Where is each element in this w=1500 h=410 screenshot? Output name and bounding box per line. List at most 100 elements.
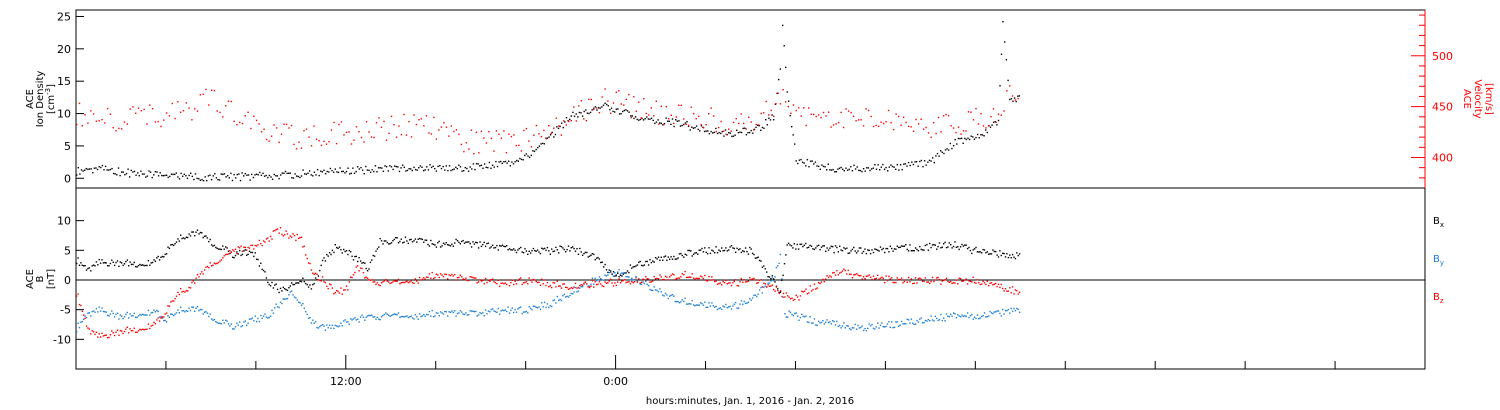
velocity-point [895,113,897,115]
by-point [569,294,571,297]
ion-density-point [377,167,380,169]
bx-point [593,253,595,256]
velocity-point [578,105,580,107]
ion-density-point [390,166,393,168]
by-point [541,302,543,304]
bx-point [503,245,505,248]
bx-point [893,248,896,250]
velocity-point [660,105,662,107]
velocity-point [1011,95,1014,97]
bz-point [403,281,405,284]
by-point [379,319,381,321]
bx-point [552,250,554,253]
by-point [706,306,709,309]
bx-point [1000,254,1002,257]
bx-point [917,250,920,252]
bz-point [565,286,567,288]
bz-point [271,238,273,240]
bx-point [570,247,572,249]
bz-point [869,276,872,278]
bx-point [386,241,388,244]
by-point [632,279,634,281]
bz-point [864,278,866,280]
bx-point [420,238,422,240]
bx-point [1007,256,1010,259]
by-point [531,308,533,311]
ion-density-point [695,125,698,127]
ion-density-point [198,178,200,180]
by-point [91,310,93,313]
bz-point [91,330,93,332]
ion-density-point [782,24,784,27]
bx-point [945,246,948,249]
velocity-point [205,88,207,91]
bx-point [258,265,261,267]
by-point [885,325,887,328]
bx-point [424,239,426,241]
ion-density-point [305,173,308,175]
bz-point [1011,286,1014,288]
bx-point [427,243,429,246]
bz-point [328,283,331,285]
ion-density-point [874,164,876,166]
bx-point [289,285,291,287]
by-point [161,317,164,319]
by-point [964,315,966,317]
ion-density-point [737,132,740,134]
velocity-point [822,111,825,114]
by-point [434,315,436,317]
by-point [491,308,494,310]
bx-point [733,247,735,250]
ion-density-point [215,177,218,179]
velocity-point [244,115,246,117]
by-point [583,283,585,285]
bz-point [721,284,723,286]
by-point [95,307,98,310]
velocity-point [470,129,473,131]
velocity-point [106,107,109,110]
bz-point [926,281,928,283]
bz-point [337,290,339,293]
ion-density-point [975,136,977,139]
bx-point [796,243,798,246]
bx-point [819,248,821,251]
bx-point [716,252,719,254]
bx-point [430,239,432,242]
by-point [971,313,973,316]
bx-point [740,251,743,254]
bx-point [650,261,653,264]
by-point [538,306,540,308]
velocity-point [87,122,89,124]
bz-point [1007,290,1010,292]
by-point [646,283,648,285]
by-point [985,316,987,318]
velocity-point [610,112,612,114]
by-point [246,324,248,327]
bx-point [782,274,784,276]
bx-point [94,265,96,267]
by-point [951,315,953,317]
bx-point [993,250,995,253]
velocity-point [777,92,779,94]
ion-density-point [617,108,619,110]
bx-point [764,268,766,270]
bz-point [850,273,852,276]
ion-density-point [331,169,333,172]
ion-density-point [411,169,413,172]
ion-density-point [170,173,173,175]
by-point [247,322,249,324]
bx-point [271,281,273,284]
ion-density-point [188,174,190,177]
bx-point [465,241,467,243]
ion-density-point [887,170,889,172]
by-point [137,315,140,317]
by-point [97,311,99,313]
bx-point [435,246,438,248]
by-point [726,307,728,309]
top-left-tick-label: 25 [57,10,71,23]
bz-point [142,328,144,330]
bx-point [321,259,324,262]
bz-point [858,275,861,277]
bx-point [919,245,921,248]
ion-density-point [657,119,659,121]
